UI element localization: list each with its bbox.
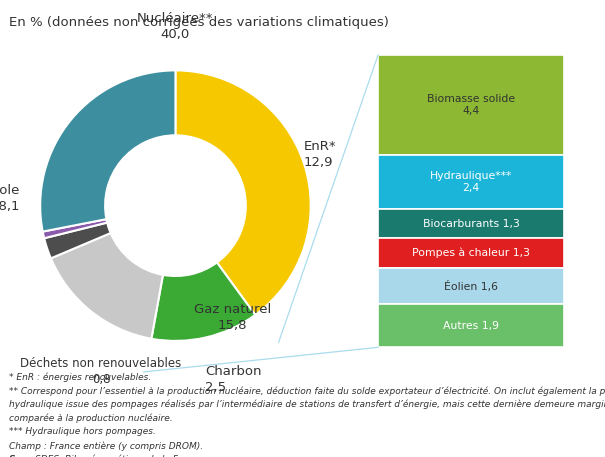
Bar [378, 268, 564, 304]
Text: Pétrole
28,1: Pétrole 28,1 [0, 184, 20, 213]
Text: * EnR : énergies renouvelables.: * EnR : énergies renouvelables. [9, 372, 151, 382]
Wedge shape [51, 233, 163, 339]
Wedge shape [44, 223, 111, 258]
Text: comparée à la production nucléaire.: comparée à la production nucléaire. [9, 414, 172, 423]
Text: Source :: Source : [9, 455, 54, 457]
Text: En % (données non corrigées des variations climatiques): En % (données non corrigées des variatio… [9, 16, 389, 29]
Bar [378, 209, 564, 239]
Bar [378, 154, 564, 209]
Text: hydraulique issue des pompages réalisés par l’intermédiaire de stations de trans: hydraulique issue des pompages réalisés … [9, 400, 605, 409]
Text: SDES, Bilan énergétique de la France.: SDES, Bilan énergétique de la France. [35, 455, 206, 457]
Wedge shape [43, 219, 107, 238]
Text: Gaz naturel
15,8: Gaz naturel 15,8 [194, 303, 271, 332]
Text: *** Hydraulique hors pompages.: *** Hydraulique hors pompages. [9, 427, 156, 436]
Text: ** Correspond pour l’essentiel à la production nucléaire, déduction faite du sol: ** Correspond pour l’essentiel à la prod… [9, 386, 605, 396]
Text: Autres 1,9: Autres 1,9 [443, 321, 499, 331]
Wedge shape [151, 262, 255, 341]
Text: Pompes à chaleur 1,3: Pompes à chaleur 1,3 [412, 248, 530, 259]
Text: Déchets non renouvelables
0,8: Déchets non renouvelables 0,8 [21, 357, 182, 386]
Text: Nucléaire**
40,0: Nucléaire** 40,0 [137, 11, 214, 41]
Bar [378, 239, 564, 268]
Bar [378, 55, 564, 154]
Text: Champ : France entière (y compris DROM).: Champ : France entière (y compris DROM). [9, 441, 203, 451]
Text: Éolien 1,6: Éolien 1,6 [444, 281, 498, 292]
Wedge shape [40, 70, 175, 232]
Text: Hydraulique***
2,4: Hydraulique*** 2,4 [430, 171, 512, 192]
Wedge shape [175, 70, 311, 315]
Text: EnR*
12,9: EnR* 12,9 [304, 140, 336, 169]
Text: Charbon
2,5: Charbon 2,5 [205, 365, 262, 394]
Bar [378, 304, 564, 347]
Text: Biomasse solide
4,4: Biomasse solide 4,4 [427, 94, 515, 116]
Text: Biocarburants 1,3: Biocarburants 1,3 [423, 219, 520, 229]
